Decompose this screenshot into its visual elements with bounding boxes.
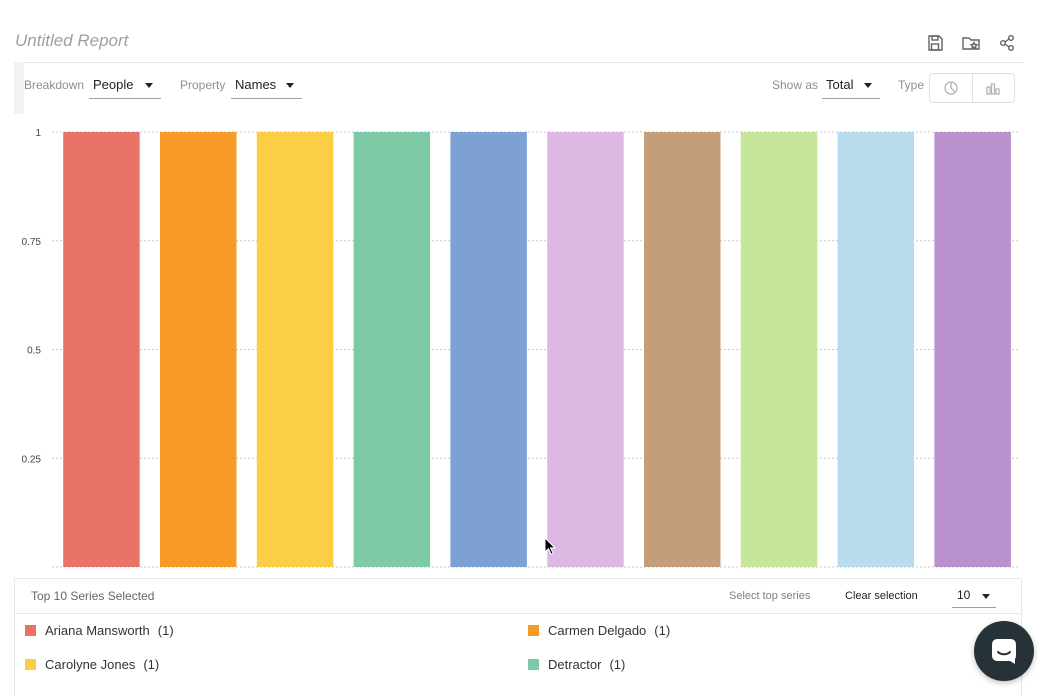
legend-item[interactable]: Carolyne Jones (1) [25, 657, 159, 672]
toolbar-band [14, 62, 24, 114]
chevron-down-icon [864, 83, 872, 88]
property-dropdown[interactable]: Names [231, 70, 302, 99]
top-n-dropdown[interactable]: 10 [952, 583, 996, 608]
clear-selection-button[interactable]: Clear selection [845, 590, 918, 602]
show-as-value: Total [826, 77, 854, 92]
select-top-series-link[interactable]: Select top series [729, 590, 811, 602]
property-value: Names [235, 77, 277, 92]
chevron-down-icon [286, 83, 294, 88]
legend-item-count: (1) [143, 657, 160, 672]
report-title[interactable]: Untitled Report [15, 31, 129, 50]
legend-item-name: Detractor [548, 657, 602, 672]
report-toolbar: Breakdown People Property Names Show as … [14, 62, 1024, 114]
bar-chart: 0.25 0.5 0.75 1 [0, 118, 1046, 578]
bar[interactable] [353, 132, 431, 567]
top-n-value: 10 [957, 588, 971, 602]
report-header: Untitled Report [14, 24, 1024, 63]
legend-item[interactable]: Detractor (1) [528, 657, 625, 672]
chart-type-toggle [929, 73, 1015, 103]
breakdown-label: Breakdown [24, 78, 85, 92]
legend-panel: Top 10 Series Selected Select top series… [14, 578, 1022, 696]
mouse-cursor-icon [544, 536, 557, 560]
pie-chart-icon[interactable] [930, 74, 972, 102]
bar-chart-svg: 0.25 0.5 0.75 1 [22, 128, 1020, 568]
legend-swatch [528, 625, 539, 636]
breakdown-value: People [93, 77, 134, 92]
legend-item-name: Carolyne Jones [45, 657, 136, 672]
legend-item-count: (1) [654, 623, 671, 638]
bar[interactable] [740, 132, 818, 567]
legend-swatch [25, 659, 36, 670]
property-label: Property [180, 78, 226, 92]
y-tick-label: 0.25 [22, 454, 42, 465]
legend-item[interactable]: Carmen Delgado (1) [528, 623, 670, 638]
chevron-down-icon [982, 594, 990, 599]
legend-item-name: Ariana Mansworth [45, 623, 150, 638]
breakdown-dropdown[interactable]: People [89, 70, 161, 99]
y-tick-label: 0.5 [27, 346, 41, 357]
bar[interactable] [547, 132, 624, 567]
show-as-label: Show as [772, 78, 819, 92]
share-icon[interactable] [996, 32, 1018, 54]
chat-icon [992, 639, 1016, 664]
save-icon[interactable] [924, 32, 946, 54]
y-tick-label: 1 [35, 128, 41, 139]
legend-header: Top 10 Series Selected Select top series… [15, 579, 1021, 614]
bar[interactable] [160, 132, 237, 567]
legend-item-count: (1) [157, 623, 174, 638]
bar[interactable] [256, 132, 334, 567]
bar[interactable] [837, 132, 915, 567]
legend-swatch [25, 625, 36, 636]
chevron-down-icon [145, 83, 153, 88]
report-actions [924, 32, 1018, 54]
legend-item-name: Carmen Delgado [548, 623, 647, 638]
series-selected-count: Top 10 Series Selected [31, 589, 155, 603]
bar[interactable] [644, 132, 721, 567]
bar[interactable] [63, 132, 140, 567]
chat-launcher-button[interactable] [974, 621, 1034, 681]
bar[interactable] [934, 132, 1011, 567]
folder-star-icon[interactable] [960, 32, 982, 54]
show-as-dropdown[interactable]: Total [822, 70, 880, 99]
legend-item-count: (1) [609, 657, 626, 672]
left-margin [0, 0, 12, 696]
bar-chart-icon[interactable] [971, 74, 1015, 102]
legend-swatch [528, 659, 539, 670]
type-label: Type [898, 78, 925, 92]
bar[interactable] [450, 132, 527, 567]
y-tick-label: 0.75 [22, 237, 42, 248]
legend-item[interactable]: Ariana Mansworth (1) [25, 623, 174, 638]
